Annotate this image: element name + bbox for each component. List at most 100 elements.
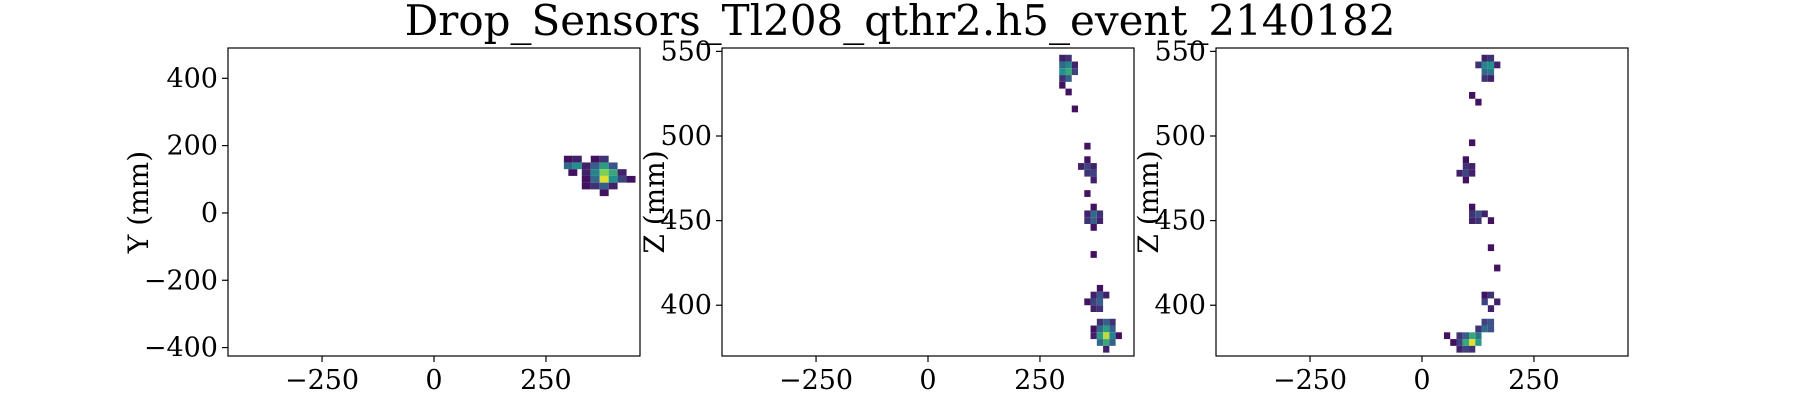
heatmap-cell — [608, 182, 618, 190]
heatmap-cell — [590, 162, 600, 170]
heatmap-cell — [1096, 339, 1104, 346]
heatmap-cell — [1090, 251, 1097, 258]
heatmap-cell — [1096, 305, 1104, 312]
heatmap-cell — [1103, 325, 1110, 333]
heatmap-cell — [1084, 142, 1091, 150]
heatmap-cells — [1443, 54, 1501, 353]
heatmap-cell — [1462, 332, 1470, 340]
heatmap-cell — [1115, 332, 1122, 340]
y-tick-label: 550 — [1154, 36, 1206, 67]
heatmap-cell — [1065, 75, 1072, 82]
heatmap-cell — [1096, 291, 1104, 299]
heatmap-cell — [1475, 61, 1482, 69]
heatmap-cell — [1487, 54, 1495, 62]
heatmap-cell — [1071, 61, 1079, 69]
heatmap-cell — [1487, 217, 1495, 224]
heatmap-cell — [1090, 203, 1097, 211]
heatmap-cell — [1059, 68, 1066, 76]
heatmap-cell — [1065, 68, 1072, 76]
heatmap-cell — [1475, 98, 1482, 106]
x-tick-label: −250 — [285, 365, 359, 396]
heatmap-cell — [1487, 318, 1495, 326]
heatmap-cell — [1450, 339, 1457, 346]
heatmap-cell — [1090, 169, 1097, 177]
heatmap-cell — [599, 175, 609, 183]
heatmap-cell — [572, 155, 582, 163]
heatmap-cell — [1469, 210, 1476, 218]
heatmap-cell — [1090, 305, 1097, 312]
x-tick-label: 250 — [1508, 365, 1560, 396]
heatmap-cell — [1469, 345, 1476, 353]
heatmap-cell — [1456, 345, 1463, 353]
heatmap-cell — [1096, 284, 1104, 292]
heatmap-cell — [1090, 163, 1097, 170]
heatmap-cell — [599, 162, 609, 170]
heatmap-cell — [1096, 298, 1104, 306]
heatmap-cell — [1475, 339, 1482, 346]
heatmap-cell — [599, 169, 609, 176]
heatmap-cell — [1469, 169, 1476, 177]
heatmap-cell — [1469, 339, 1476, 346]
heatmap-cell — [1109, 339, 1116, 346]
heatmap-cell — [1096, 210, 1104, 218]
heatmap-cell — [1469, 332, 1476, 340]
heatmap-cell — [608, 169, 618, 176]
heatmap-cell — [563, 162, 573, 170]
heatmap-cell — [1109, 318, 1116, 326]
heatmap-cell — [1475, 332, 1482, 340]
heatmap-cell — [1103, 291, 1110, 299]
heatmap-cell — [1462, 345, 1470, 353]
axes-frame — [227, 47, 641, 357]
y-tick-label: 400 — [660, 290, 712, 321]
heatmap-cell — [617, 169, 627, 176]
heatmap-cell — [1462, 339, 1470, 346]
heatmap-cell — [1481, 291, 1488, 299]
heatmap-cell — [1096, 318, 1104, 326]
heatmap-cell — [1462, 169, 1470, 177]
heatmap-cell — [568, 169, 578, 176]
heatmap-cell — [1059, 75, 1066, 82]
y-tick-label: −400 — [144, 333, 218, 364]
heatmap-cell — [599, 189, 609, 197]
heatmap-cell — [590, 175, 600, 183]
y-tick-label: 500 — [1154, 121, 1206, 152]
heatmap-cell — [1469, 203, 1476, 211]
heatmap-cell — [1065, 61, 1072, 69]
heatmap-cell — [572, 162, 582, 170]
heatmap-cell — [1078, 163, 1085, 170]
y-tick-label: 200 — [166, 131, 218, 162]
heatmap-cell — [1487, 68, 1495, 76]
heatmap-cell — [1494, 61, 1501, 69]
heatmap-cell — [1487, 291, 1495, 299]
panel-3: −250 0 250 400 450 500 550 Z (mm) — [1132, 36, 1629, 396]
y-tick-label: 500 — [660, 121, 712, 152]
heatmap-cell — [1103, 345, 1110, 353]
heatmap-cell — [1090, 176, 1097, 184]
heatmap-cell — [581, 182, 591, 190]
heatmap-cell — [581, 175, 591, 183]
x-tick-label: 0 — [1413, 365, 1430, 396]
y-tick-label: −200 — [144, 265, 218, 296]
heatmap-cell — [590, 169, 600, 176]
heatmap-cell — [1084, 210, 1091, 218]
heatmap-cell — [1481, 298, 1488, 306]
axes-frame — [1215, 47, 1629, 357]
heatmap-cell — [1084, 298, 1091, 306]
heatmap-cell — [1096, 217, 1104, 224]
heatmap-cell — [1456, 169, 1463, 177]
heatmap-cell — [1462, 156, 1470, 164]
x-tick-label: 250 — [520, 365, 572, 396]
heatmap-cell — [1487, 75, 1495, 82]
y-axis-label: Y (mm) — [122, 151, 155, 254]
figure-title: Drop_Sensors_Tl208_qthr2.h5_event_214018… — [405, 0, 1396, 45]
heatmap-cell — [1469, 217, 1476, 224]
heatmap-cells — [563, 155, 636, 197]
heatmap-cell — [1071, 68, 1079, 76]
heatmap-cell — [1481, 318, 1488, 326]
heatmap-cell — [1090, 291, 1097, 299]
heatmap-cells — [1059, 54, 1122, 353]
heatmap-cell — [1059, 61, 1066, 69]
heatmap-cell — [590, 182, 600, 190]
heatmap-cell — [1059, 54, 1066, 62]
